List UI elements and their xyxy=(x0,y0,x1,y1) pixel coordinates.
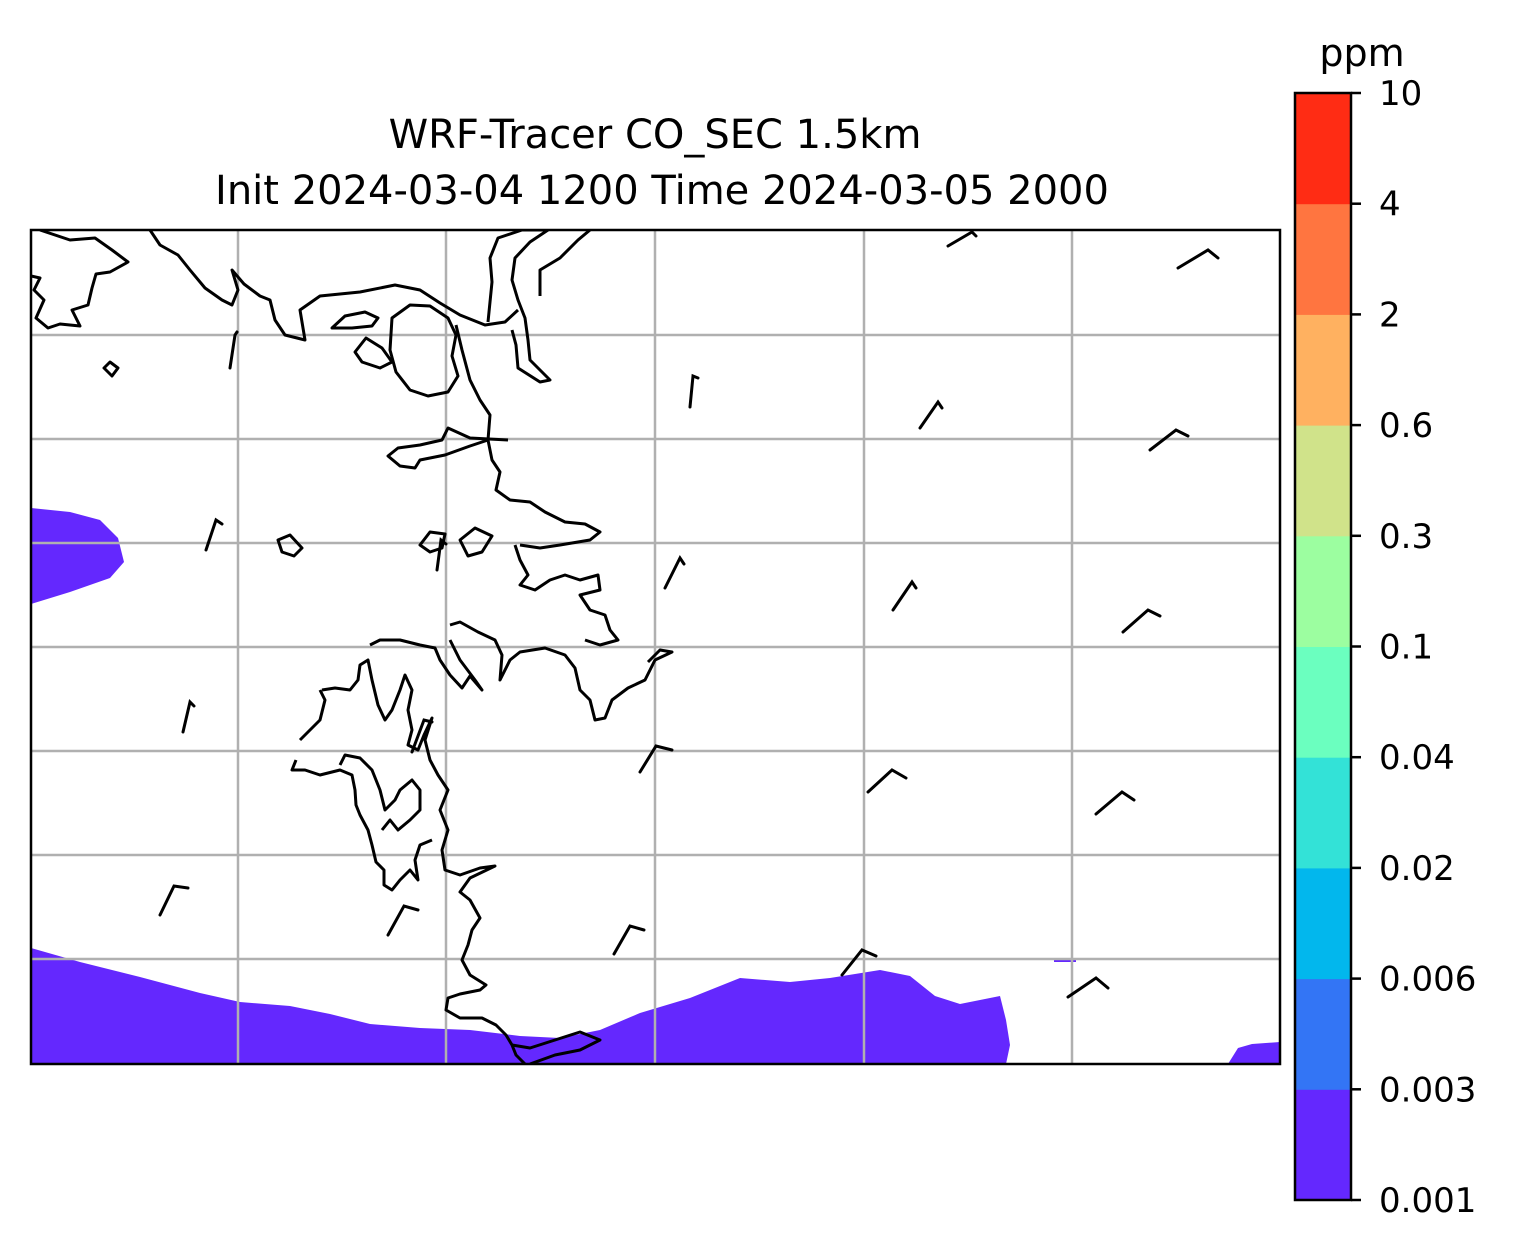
coastlines xyxy=(31,230,674,1064)
colorbar-tick-label: 0.3 xyxy=(1379,517,1433,557)
wind-barb xyxy=(228,330,239,370)
colorbar-swatch xyxy=(1295,203,1351,315)
wind-barb xyxy=(1121,608,1162,634)
island-north-1 xyxy=(330,310,380,330)
wind-barb xyxy=(918,399,944,430)
colorbar-tick-label: 0.04 xyxy=(1379,738,1455,778)
coastline-fjord-main xyxy=(449,620,674,722)
plot-title-line2: Init 2024-03-04 1200 Time 2024-03-05 200… xyxy=(215,168,1109,214)
wind-barb xyxy=(612,924,646,956)
island-cluster-3 xyxy=(276,533,304,558)
tracer-fill-southeast-patch xyxy=(1228,1042,1280,1064)
colorbar-tick-label: 0.02 xyxy=(1379,849,1455,889)
coastline-central-arm xyxy=(386,426,509,470)
coastline-peninsula-lobe xyxy=(338,753,422,832)
coastline-north-ridge xyxy=(148,230,520,342)
coastline-north-inlet xyxy=(486,230,552,384)
colorbar-swatch xyxy=(1295,314,1351,426)
map-gridlines xyxy=(31,230,1280,1064)
wind-barb xyxy=(181,699,196,734)
colorbar: ppm 0.001 0.003 0.006 0.02 0.04 0.1 0.3 0.6 2 4 10 xyxy=(1293,31,1476,1221)
colorbar-tick-label: 0.003 xyxy=(1379,1070,1476,1110)
tracer-fill-south-plume xyxy=(31,948,1010,1064)
colorbar-swatch xyxy=(1295,1089,1351,1201)
plot-title-line1: WRF-Tracer CO_SEC 1.5km xyxy=(389,112,922,158)
colorbar-tick-label: 2 xyxy=(1379,295,1401,335)
colorbar-swatch xyxy=(1295,757,1351,869)
wind-barb xyxy=(158,884,190,917)
wind-barb xyxy=(840,948,878,977)
colorbar-tick-label: 0.001 xyxy=(1379,1181,1476,1221)
wind-barb xyxy=(204,517,224,552)
island-cluster-2 xyxy=(458,526,494,558)
tracer-fill xyxy=(31,508,1280,1064)
wind-barb xyxy=(1094,790,1136,816)
colorbar-tick-label: 0.6 xyxy=(1379,406,1433,446)
coastline-central-west xyxy=(388,303,460,398)
colorbar-frame xyxy=(1293,91,1353,1202)
map-panel xyxy=(29,228,1282,1066)
coastline-peninsula xyxy=(321,658,527,1064)
coastline-southeast-spit xyxy=(511,1030,602,1064)
coastline-central-channel xyxy=(454,324,602,550)
wind-barbs xyxy=(158,230,1220,999)
colorbar-swatch xyxy=(1295,93,1351,205)
colorbar-swatch xyxy=(1295,646,1351,758)
map-frame xyxy=(29,228,1282,1066)
island-small-west xyxy=(102,360,120,378)
wind-barb xyxy=(1148,428,1190,452)
colorbar-ticks: 0.001 0.003 0.006 0.02 0.04 0.1 0.3 0.6 2 4 10 xyxy=(1351,74,1476,1221)
colorbar-unit: ppm xyxy=(1319,31,1404,75)
coastline-north-inlet-east xyxy=(538,230,591,296)
colorbar-swatch xyxy=(1295,425,1351,537)
wind-barb xyxy=(688,373,700,409)
coastline-peninsula-inner xyxy=(290,689,433,892)
wind-barb xyxy=(638,744,674,774)
wind-barb xyxy=(866,768,908,794)
colorbar-swatch xyxy=(1295,535,1351,647)
colorbar-swatches xyxy=(1295,93,1351,1201)
colorbar-swatch xyxy=(1295,978,1351,1090)
wind-barb xyxy=(663,555,686,590)
wind-barb xyxy=(891,579,918,612)
tracer-fill-west-plume xyxy=(31,508,124,604)
colorbar-tick-label: 0.006 xyxy=(1379,960,1476,1000)
coastline-northwest xyxy=(31,230,130,330)
wind-barb xyxy=(386,904,420,937)
colorbar-swatch xyxy=(1295,867,1351,980)
colorbar-tick-label: 10 xyxy=(1379,74,1422,114)
wind-barb xyxy=(1066,976,1110,999)
wind-barb xyxy=(946,230,978,248)
wind-barb xyxy=(435,537,448,572)
coastline-central-south xyxy=(513,544,620,647)
coastline-fjord-west xyxy=(369,638,484,692)
wind-barb xyxy=(1176,248,1220,270)
wind-barb xyxy=(410,718,434,754)
colorbar-tick-label: 0.1 xyxy=(1379,628,1433,668)
colorbar-tick-label: 4 xyxy=(1379,185,1401,225)
